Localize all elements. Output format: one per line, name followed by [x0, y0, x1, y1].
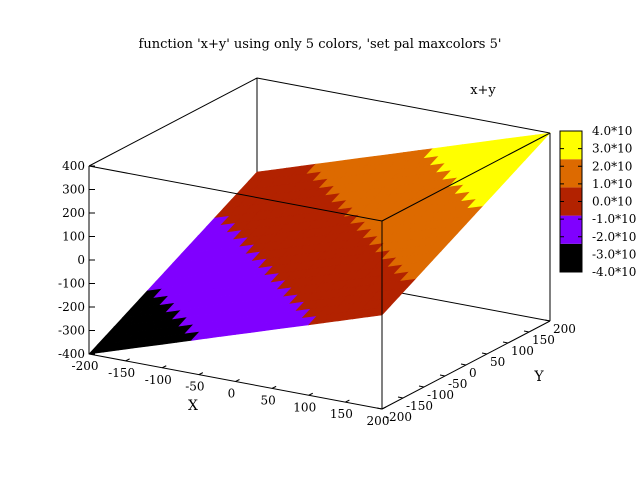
- z-tick-label: 100: [62, 230, 85, 244]
- z-tick-label: -300: [58, 324, 85, 338]
- colorbar-tick-label: 4.0*10: [592, 124, 632, 138]
- x-tick-mark: [88, 351, 94, 355]
- colorbar-segment: [560, 187, 582, 216]
- x-tick-mark: [235, 379, 240, 382]
- box-edge: [256, 77, 551, 134]
- z-axis: -400 -300 -200 -100 0 100 200 300 400: [58, 159, 95, 361]
- y-tick-mark: [502, 341, 509, 344]
- x-tick-label: -200: [72, 359, 99, 373]
- colorbar-segment: [560, 243, 582, 272]
- y-tick-label: 50: [490, 355, 505, 369]
- colorbar-segment: [560, 215, 582, 244]
- y-tick-mark: [544, 319, 551, 322]
- box-edge: [88, 165, 383, 222]
- colorbar-segment: [560, 159, 582, 188]
- y-tick-label: 200: [553, 322, 576, 336]
- x-tick-mark: [345, 399, 350, 403]
- box-edge: [381, 132, 551, 222]
- x-axis: -200 -150 -100 -50 0 50 100 150 200: [72, 351, 390, 428]
- surface-cells: [88, 132, 551, 355]
- colorbar-tick-label: -3.0*10: [592, 247, 636, 261]
- chart-title: function 'x+y' using only 5 colors, 'set…: [139, 37, 502, 52]
- y-tick-mark: [439, 374, 446, 377]
- x-tick-label: -100: [145, 373, 172, 387]
- y-tick-label: -150: [406, 399, 433, 413]
- colorbar-tick-label: 1.0*10: [592, 177, 632, 191]
- y-tick-mark: [418, 385, 425, 388]
- x-tick-mark: [162, 365, 167, 369]
- x-tick-mark: [125, 358, 130, 362]
- x-tick-label: 0: [228, 387, 236, 401]
- colorbar-tick-label: -4.0*10: [592, 265, 636, 279]
- x-tick-mark: [381, 406, 387, 410]
- z-tick-label: -100: [58, 277, 85, 291]
- x-tick-label: 50: [260, 393, 275, 407]
- y-tick-label: 0: [469, 366, 477, 380]
- x-tick-label: 150: [330, 407, 353, 421]
- y-tick-mark: [376, 407, 383, 410]
- x-tick-mark: [198, 372, 204, 376]
- x-tick-label: -150: [108, 366, 135, 380]
- x-tick-mark: [308, 392, 313, 396]
- z-tick-label: 200: [62, 206, 85, 220]
- colorbar-tick-label: -2.0*10: [592, 230, 636, 244]
- z-tick-label: -200: [58, 300, 85, 314]
- z-tick-label: 300: [62, 183, 85, 197]
- colorbar: -4.0*10 -3.0*10 -2.0*10 -1.0*10 0.0*10 1.0*10…: [559, 124, 636, 279]
- colorbar-tick-label: 3.0*10: [592, 142, 632, 156]
- y-tick-mark: [397, 396, 404, 399]
- y-tick-label: -200: [385, 410, 412, 424]
- front-box-edges: [88, 132, 551, 410]
- y-tick-mark: [523, 330, 530, 333]
- x-axis-label: X: [188, 398, 198, 414]
- y-tick-label: -50: [448, 377, 467, 391]
- x-tick-mark: [271, 385, 277, 389]
- y-tick-label: 150: [532, 333, 555, 347]
- z-tick-label: 400: [62, 159, 85, 173]
- colorbar-tick-label: -1.0*10: [592, 212, 636, 226]
- box-edge: [88, 77, 258, 167]
- colorbar-segment: [560, 131, 582, 160]
- x-tick-label: -50: [185, 380, 204, 394]
- y-tick-mark: [460, 363, 467, 366]
- colorbar-tick-label: 0.0*10: [592, 195, 632, 209]
- surface-key-label: x+y: [470, 83, 496, 98]
- z-tick-label: 0: [77, 253, 85, 267]
- z-tick-label: -400: [58, 347, 85, 361]
- x-tick-label: 200: [367, 414, 390, 428]
- y-axis-label: Y: [533, 369, 544, 385]
- colorbar-tick-label: 2.0*10: [592, 159, 632, 173]
- y-tick-mark: [481, 352, 488, 355]
- x-tick-label: 100: [293, 400, 316, 414]
- y-tick-label: -100: [427, 388, 454, 402]
- y-tick-label: 100: [511, 344, 534, 358]
